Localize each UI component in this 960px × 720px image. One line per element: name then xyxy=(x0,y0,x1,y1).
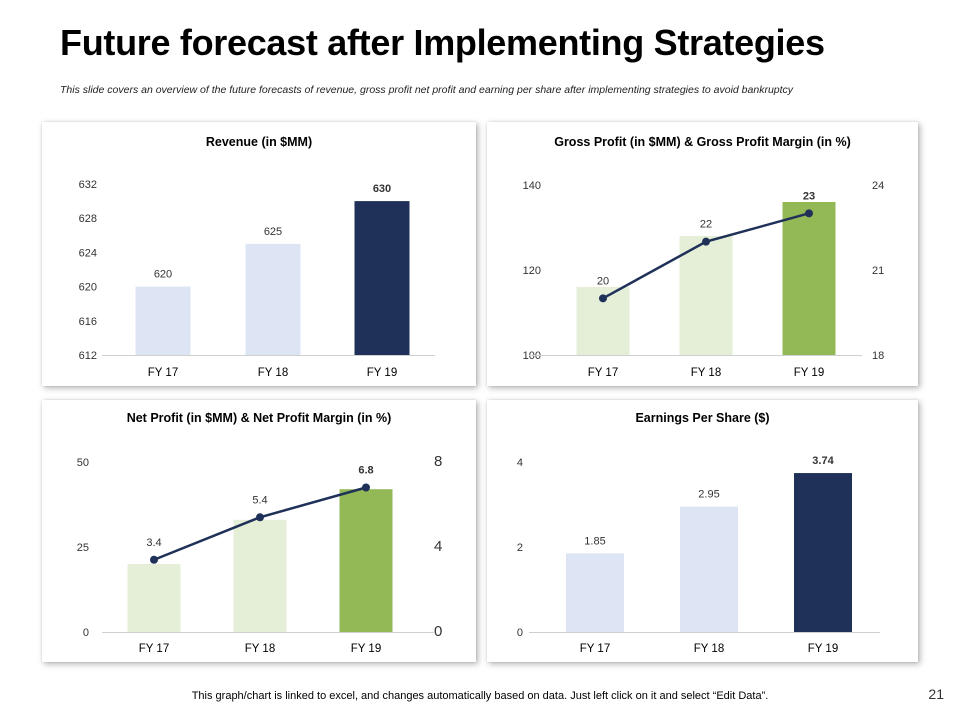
data-label: 23 xyxy=(803,190,815,202)
footer-note: This graph/chart is linked to excel, and… xyxy=(191,690,769,702)
x-tick-label: FY 18 xyxy=(691,367,721,379)
data-label: 5.4 xyxy=(252,494,267,506)
x-tick-label: FY 17 xyxy=(588,367,618,379)
y2-tick-label: 18 xyxy=(872,350,884,362)
revenue-chart-card[interactable]: Revenue (in $MM) 612 616 620 624 628 632 FY 17 F… xyxy=(42,122,476,386)
bar xyxy=(566,553,624,632)
data-label: 3.74 xyxy=(812,455,834,467)
data-label: 6.8 xyxy=(358,465,373,477)
chart-title: Net Profit (in $MM) & Net Profit Margin … xyxy=(127,411,392,425)
y-tick-label: 620 xyxy=(79,282,97,294)
y-tick-label: 616 xyxy=(79,316,97,328)
line-point xyxy=(702,237,710,246)
x-tick-label: FY 19 xyxy=(351,643,381,655)
net-profit-chart-card[interactable]: Net Profit (in $MM) & Net Profit Margin … xyxy=(42,400,476,662)
data-label: 2.95 xyxy=(698,489,719,501)
line-point xyxy=(256,513,264,522)
y2-tick-label: 24 xyxy=(872,180,884,192)
data-label: 620 xyxy=(154,269,172,281)
data-label: 625 xyxy=(264,226,282,238)
chart-title: Gross Profit (in $MM) & Gross Profit Mar… xyxy=(554,135,851,149)
data-label: 3.4 xyxy=(146,537,161,549)
bar xyxy=(354,201,410,355)
bar xyxy=(680,506,738,632)
x-tick-label: FY 18 xyxy=(694,643,724,655)
x-tick-label: FY 18 xyxy=(258,367,288,379)
y2-tick-label: 8 xyxy=(434,453,442,470)
x-tick-label: FY 19 xyxy=(367,367,397,379)
y-tick-label: 624 xyxy=(79,247,97,259)
gross-profit-chart-card[interactable]: Gross Profit (in $MM) & Gross Profit Mar… xyxy=(487,122,918,386)
bar xyxy=(127,564,181,632)
y2-tick-label: 0 xyxy=(434,623,442,640)
data-label: 1.85 xyxy=(584,535,605,547)
y-tick-label: 612 xyxy=(79,350,97,362)
x-tick-label: FY 19 xyxy=(808,643,838,655)
chart-svg: Gross Profit (in $MM) & Gross Profit Mar… xyxy=(523,135,885,379)
line-point xyxy=(805,209,813,218)
bar xyxy=(339,489,393,632)
data-label: 20 xyxy=(597,275,609,287)
bar xyxy=(782,202,836,355)
y-tick-label: 2 xyxy=(517,542,523,554)
x-tick-label: FY 17 xyxy=(148,367,178,379)
chart-title: Revenue (in $MM) xyxy=(206,135,312,149)
bar xyxy=(679,236,733,355)
y2-tick-label: 4 xyxy=(434,538,442,555)
y-tick-label: 50 xyxy=(77,457,89,469)
y-tick-label: 628 xyxy=(79,213,97,225)
x-tick-label: FY 17 xyxy=(580,643,610,655)
y-tick-label: 4 xyxy=(517,457,523,469)
bar xyxy=(135,286,191,355)
line-point xyxy=(599,294,607,303)
page-title: Future forecast after Implementing Strat… xyxy=(60,22,825,63)
data-label: 630 xyxy=(373,183,391,195)
x-tick-label: FY 19 xyxy=(794,367,824,379)
x-tick-label: FY 18 xyxy=(245,643,275,655)
line-point xyxy=(362,483,370,492)
data-label: 22 xyxy=(700,219,712,231)
chart-title: Earnings Per Share ($) xyxy=(635,411,769,425)
y-tick-label: 140 xyxy=(523,180,541,192)
bar xyxy=(794,473,852,632)
chart-svg: Net Profit (in $MM) & Net Profit Margin … xyxy=(77,411,443,655)
y-tick-label: 0 xyxy=(517,627,523,639)
line-point xyxy=(150,555,158,564)
chart-svg: Revenue (in $MM) 612 616 620 624 628 632 FY 17 F… xyxy=(79,135,435,379)
bar xyxy=(233,519,287,632)
eps-chart-card[interactable]: Earnings Per Share ($) 0 2 4 FY 17 FY 18 FY 19… xyxy=(487,400,918,662)
bar xyxy=(245,243,301,355)
chart-svg: Earnings Per Share ($) 0 2 4 FY 17 FY 18 FY 19… xyxy=(517,411,880,655)
y-tick-label: 632 xyxy=(79,179,97,191)
page-number: 21 xyxy=(928,686,944,702)
y2-tick-label: 21 xyxy=(872,265,884,277)
y-tick-label: 25 xyxy=(77,542,89,554)
y-tick-label: 0 xyxy=(83,627,89,639)
y-tick-label: 120 xyxy=(523,265,541,277)
page-subtitle: This slide covers an overview of the fut… xyxy=(60,84,794,96)
x-tick-label: FY 17 xyxy=(139,643,169,655)
